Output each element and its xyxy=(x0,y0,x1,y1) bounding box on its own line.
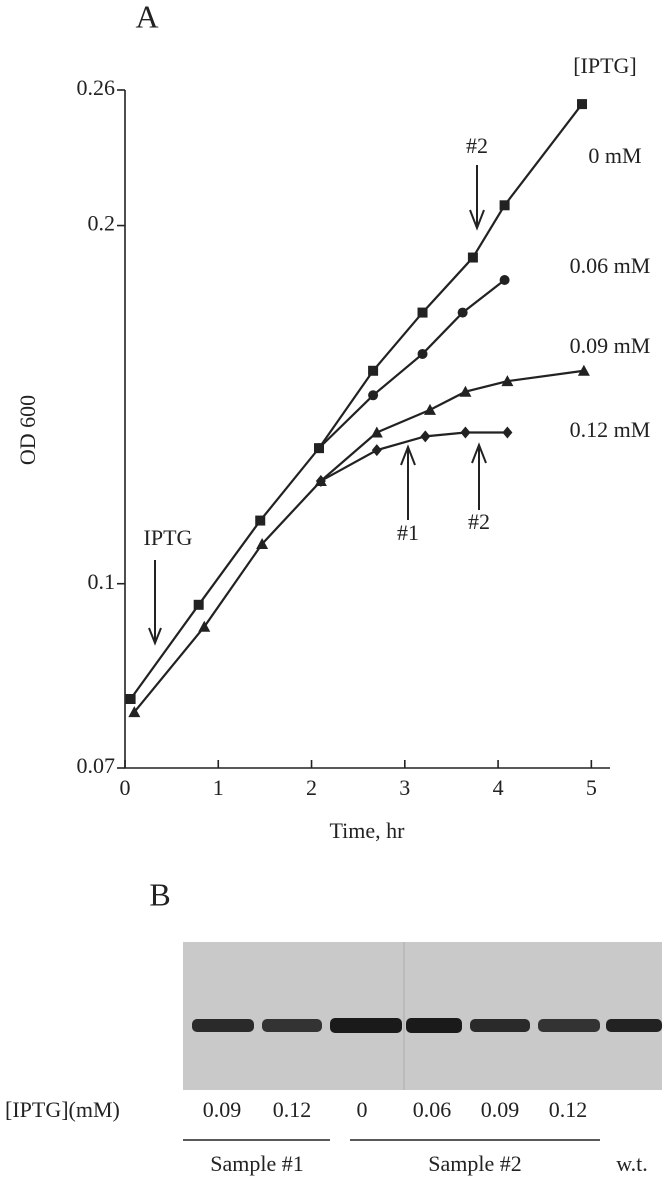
marker xyxy=(371,444,382,457)
annotation: #2 xyxy=(468,509,490,534)
marker xyxy=(314,443,324,454)
marker xyxy=(423,403,436,415)
marker xyxy=(459,385,472,397)
band xyxy=(262,1019,322,1032)
arrow xyxy=(400,444,416,520)
marker xyxy=(417,348,428,359)
marker xyxy=(128,706,141,718)
marker xyxy=(125,694,136,705)
x-tick-label: 2 xyxy=(306,775,317,800)
legend-title: [IPTG] xyxy=(573,53,637,78)
marker xyxy=(499,200,510,211)
lane-label: 0.12 xyxy=(549,1097,588,1122)
group-label: Sample #2 xyxy=(428,1151,522,1176)
marker xyxy=(368,390,379,401)
x-axis-label: Time, hr xyxy=(330,818,406,843)
series-label: 0.09 mM xyxy=(570,333,651,358)
series-line xyxy=(318,279,506,449)
band xyxy=(470,1019,530,1032)
gel-bands xyxy=(192,1018,662,1033)
band xyxy=(192,1019,254,1032)
marker xyxy=(457,307,468,318)
arrow xyxy=(469,165,485,231)
axis-line xyxy=(124,90,610,769)
lane-label: 0.09 xyxy=(203,1097,242,1122)
series-label: 0 mM xyxy=(588,143,641,168)
marker xyxy=(420,430,431,443)
marker xyxy=(499,275,510,286)
marker xyxy=(417,307,428,318)
marker xyxy=(501,375,514,387)
x-tick-label: 0 xyxy=(120,775,131,800)
y-tick-label: 0.26 xyxy=(77,75,116,100)
lane-label: 0 xyxy=(357,1097,368,1122)
row-label: [IPTG](mM) xyxy=(5,1097,120,1122)
lane-label: 0.09 xyxy=(481,1097,520,1122)
group-label: w.t. xyxy=(616,1151,648,1176)
marker xyxy=(502,426,513,439)
annotation: IPTG xyxy=(144,525,193,550)
panel-label: A xyxy=(135,0,158,34)
x-tick-label: 1 xyxy=(213,775,224,800)
marker xyxy=(315,474,326,487)
lane-label: 0.06 xyxy=(413,1097,452,1122)
arrow xyxy=(471,442,487,510)
band xyxy=(330,1018,402,1033)
group-label: Sample #1 xyxy=(210,1151,304,1176)
x-tick-label: 3 xyxy=(399,775,410,800)
arrows xyxy=(148,165,487,646)
marker xyxy=(256,537,269,549)
arrow xyxy=(148,560,162,646)
y-tick-label: 0.07 xyxy=(77,753,116,778)
x-tick-label: 4 xyxy=(493,775,504,800)
marker xyxy=(370,426,383,438)
x-tick-label: 5 xyxy=(586,775,597,800)
series-label: 0.12 mM xyxy=(570,417,651,442)
band xyxy=(606,1019,662,1032)
marker xyxy=(255,515,266,526)
marker xyxy=(198,620,211,632)
marker xyxy=(577,364,590,376)
marker xyxy=(467,252,478,263)
marker xyxy=(577,99,588,110)
marker xyxy=(368,365,379,376)
marker xyxy=(460,426,471,439)
y-axis-label: OD 600 xyxy=(15,395,40,465)
gel-image xyxy=(183,942,662,1090)
panel-label: B xyxy=(149,876,170,912)
lane-label: 0.12 xyxy=(273,1097,312,1122)
band xyxy=(406,1018,462,1033)
marker xyxy=(193,599,204,610)
y-tick-label: 0.2 xyxy=(88,211,116,236)
annotation: #2 xyxy=(466,133,488,158)
series-label: 0.06 mM xyxy=(570,253,651,278)
annotation: #1 xyxy=(397,520,419,545)
y-tick-label: 0.1 xyxy=(88,569,116,594)
series-line xyxy=(133,369,585,713)
band xyxy=(538,1019,600,1032)
